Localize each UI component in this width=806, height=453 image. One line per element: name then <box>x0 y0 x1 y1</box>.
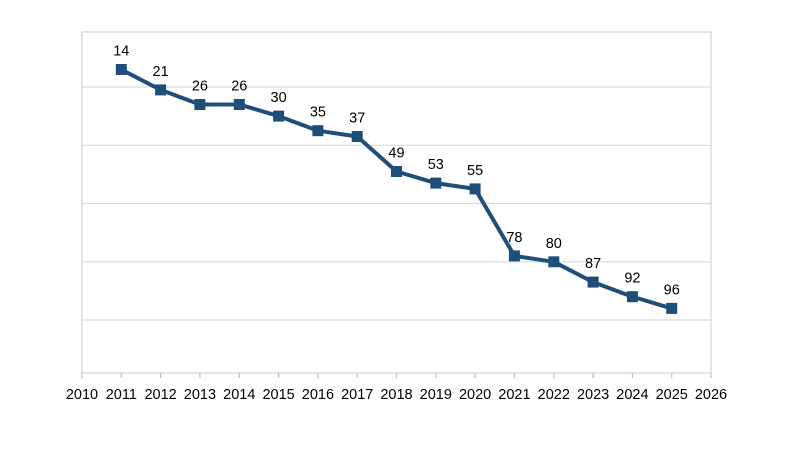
x-axis-label: 2013 <box>184 387 216 403</box>
data-point-marker[interactable] <box>587 276 599 288</box>
x-axis-label: 2023 <box>577 387 609 403</box>
x-axis-label: 2016 <box>302 387 334 403</box>
x-axis-label: 2024 <box>616 387 648 403</box>
x-axis-label: 2014 <box>223 387 255 403</box>
x-axis-label: 2018 <box>380 387 412 403</box>
data-point-marker[interactable] <box>233 99 245 110</box>
x-axis-label: 2022 <box>538 387 570 403</box>
data-point-label: 14 <box>113 44 129 60</box>
x-axis-label: 2021 <box>498 387 530 403</box>
data-point-marker[interactable] <box>115 64 127 75</box>
x-axis-label: 2015 <box>262 387 294 403</box>
data-point-marker[interactable] <box>312 125 324 137</box>
data-point-label: 26 <box>192 79 208 95</box>
data-point-label: 30 <box>271 90 287 106</box>
data-point-label: 26 <box>231 79 247 95</box>
data-point-marker[interactable] <box>469 183 481 195</box>
plot-area-border <box>81 31 712 374</box>
x-axis-label: 2011 <box>106 387 137 403</box>
data-point-marker[interactable] <box>626 291 638 303</box>
data-point-label: 37 <box>349 111 365 127</box>
data-point-label: 35 <box>310 105 326 121</box>
x-axis-label: 2020 <box>459 387 491 403</box>
x-axis-label: 2017 <box>341 387 373 403</box>
data-point-label: 87 <box>585 256 601 272</box>
data-point-label: 96 <box>664 282 680 298</box>
data-point-label: 78 <box>506 230 522 246</box>
data-point-label: 92 <box>624 271 640 287</box>
data-point-marker[interactable] <box>194 99 206 110</box>
data-point-marker[interactable] <box>548 256 560 268</box>
data-point-marker[interactable] <box>391 166 402 177</box>
data-point-label: 80 <box>546 236 562 252</box>
data-point-marker[interactable] <box>351 131 363 142</box>
data-point-marker[interactable] <box>430 177 442 189</box>
x-axis-label: 2012 <box>144 387 176 403</box>
data-point-marker[interactable] <box>666 302 678 314</box>
data-point-label: 53 <box>428 157 444 173</box>
x-axis-label: 2019 <box>420 387 452 403</box>
data-point-label: 55 <box>467 163 483 179</box>
data-point-marker[interactable] <box>155 84 167 96</box>
data-point-marker[interactable] <box>273 110 285 122</box>
x-axis-label: 2026 <box>695 387 727 403</box>
data-point-label: 21 <box>153 64 169 80</box>
x-axis-label: 2025 <box>656 387 688 403</box>
x-axis-label: 2010 <box>66 387 98 403</box>
data-point-label: 49 <box>388 146 404 162</box>
data-point-marker[interactable] <box>508 250 520 262</box>
